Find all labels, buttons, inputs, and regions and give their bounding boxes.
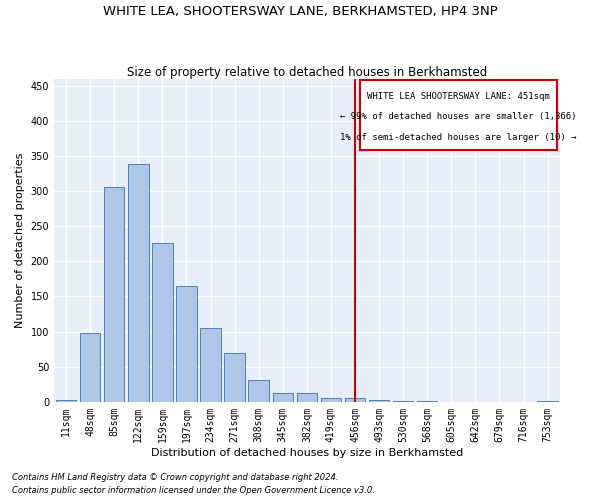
- Bar: [538, 401, 558, 402]
- Text: WHITE LEA SHOOTERSWAY LANE: 451sqm: WHITE LEA SHOOTERSWAY LANE: 451sqm: [367, 92, 550, 102]
- FancyBboxPatch shape: [360, 80, 557, 150]
- Bar: [272, 392, 293, 402]
- Bar: [417, 401, 437, 402]
- Bar: [80, 333, 100, 402]
- Bar: [176, 286, 197, 402]
- Bar: [345, 398, 365, 402]
- Title: Size of property relative to detached houses in Berkhamsted: Size of property relative to detached ho…: [127, 66, 487, 78]
- Bar: [152, 243, 173, 402]
- Bar: [56, 400, 76, 402]
- Bar: [248, 380, 269, 402]
- Bar: [296, 392, 317, 402]
- Bar: [321, 398, 341, 402]
- Bar: [369, 400, 389, 402]
- Bar: [393, 401, 413, 402]
- Text: Contains HM Land Registry data © Crown copyright and database right 2024.
Contai: Contains HM Land Registry data © Crown c…: [12, 474, 375, 495]
- Bar: [128, 164, 149, 402]
- Text: WHITE LEA, SHOOTERSWAY LANE, BERKHAMSTED, HP4 3NP: WHITE LEA, SHOOTERSWAY LANE, BERKHAMSTED…: [103, 5, 497, 18]
- Text: 1% of semi-detached houses are larger (10) →: 1% of semi-detached houses are larger (1…: [340, 132, 577, 141]
- Bar: [200, 328, 221, 402]
- Bar: [224, 354, 245, 402]
- X-axis label: Distribution of detached houses by size in Berkhamsted: Distribution of detached houses by size …: [151, 448, 463, 458]
- Bar: [104, 188, 124, 402]
- Text: ← 99% of detached houses are smaller (1,366): ← 99% of detached houses are smaller (1,…: [340, 112, 577, 122]
- Y-axis label: Number of detached properties: Number of detached properties: [15, 152, 25, 328]
